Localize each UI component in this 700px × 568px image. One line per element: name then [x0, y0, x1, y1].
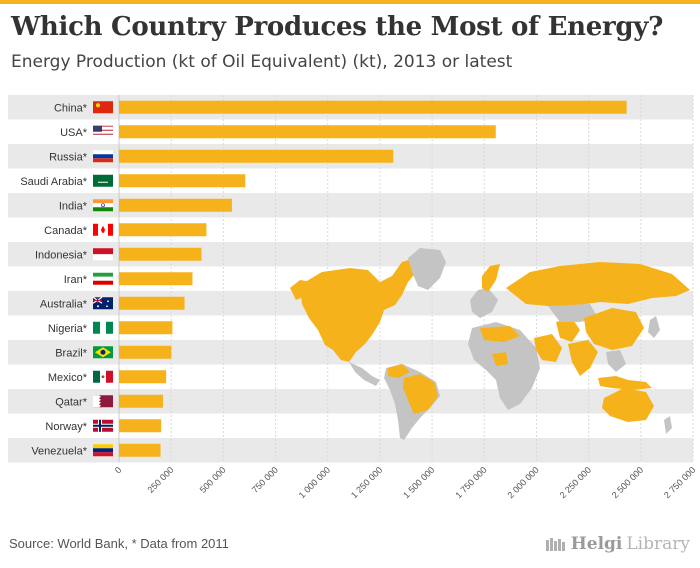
category-label: Russia*	[49, 151, 88, 163]
map-indonesia	[598, 376, 652, 390]
category-label: Iran*	[64, 274, 88, 286]
category-label: USA*	[60, 127, 88, 139]
flag-qatar-icon	[93, 395, 113, 408]
category-label: Saudi Arabia*	[20, 176, 87, 188]
source-note: Source: World Bank, * Data from 2011	[9, 536, 229, 551]
brand-logo: Helgi Library	[545, 534, 690, 554]
map-russia	[506, 262, 690, 306]
flag-norway-icon	[93, 419, 113, 432]
flag-australia-icon	[92, 296, 113, 310]
map-china	[584, 308, 644, 350]
bar	[119, 443, 161, 457]
x-tick-label: 1 250 000	[349, 465, 384, 500]
map-brazil	[403, 374, 438, 414]
category-label: China*	[54, 102, 88, 114]
bar	[119, 345, 172, 359]
bar	[119, 174, 246, 188]
category-label: Australia*	[40, 298, 88, 310]
brand-name-light: Library	[626, 534, 690, 554]
map-europe	[470, 288, 498, 318]
x-tick-label: 1 500 000	[401, 465, 436, 500]
bar	[119, 198, 232, 212]
map-india	[568, 340, 598, 376]
brand-name-bold: Helgi	[570, 534, 623, 554]
category-label: India*	[59, 200, 88, 212]
map-nigeria	[492, 352, 508, 366]
bar	[119, 100, 627, 114]
flag-iran-icon	[93, 272, 113, 285]
category-label: Qatar*	[55, 396, 88, 408]
map-japan	[648, 316, 660, 338]
flag-indonesia-icon	[93, 248, 113, 261]
category-label: Brazil*	[55, 347, 88, 359]
top-accent-bar	[0, 0, 700, 4]
chart-subtitle: Energy Production (kt of Oil Equivalent)…	[11, 52, 513, 72]
x-tick-label: 250 000	[146, 465, 176, 495]
bar	[119, 394, 164, 408]
bar	[119, 223, 207, 237]
x-tick-label: 500 000	[198, 465, 228, 495]
map-saudi-arabia	[534, 334, 562, 362]
flag-brazil-icon	[93, 346, 113, 359]
map-new-zealand	[664, 416, 672, 434]
bar	[119, 296, 185, 310]
x-tick-label: 2 000 000	[505, 465, 540, 500]
category-label: Canada*	[44, 225, 88, 237]
bar	[119, 321, 173, 335]
flag-nigeria-icon	[93, 321, 113, 334]
flag-india-icon	[93, 199, 113, 212]
map-norway	[482, 264, 500, 292]
world-map	[290, 248, 690, 440]
x-tick-label: 1 750 000	[453, 465, 488, 500]
bar	[119, 419, 162, 433]
category-label: Nigeria*	[48, 323, 88, 335]
category-label: Indonesia*	[35, 249, 88, 261]
x-tick-label: 750 000	[250, 465, 280, 495]
flag-saudi-arabia-icon	[93, 174, 113, 187]
category-label: Venezuela*	[31, 445, 87, 457]
chart-title: Which Country Produces the Most of Energ…	[11, 12, 664, 42]
map-australia	[602, 388, 654, 422]
category-label: Norway*	[45, 421, 87, 433]
map-central-america	[349, 362, 380, 386]
category-label: Mexico*	[48, 372, 88, 384]
map-algeria-libya	[480, 326, 520, 342]
map-greenland	[408, 248, 446, 290]
flag-canada-icon	[93, 223, 113, 236]
flag-usa-icon	[93, 125, 113, 137]
map-africa	[468, 322, 540, 410]
map-venezuela	[388, 364, 410, 378]
map-iran	[556, 318, 580, 342]
bar	[119, 125, 496, 139]
bar	[119, 272, 193, 286]
x-tick-label: 2 750 000	[662, 465, 697, 500]
x-tick-label: 2 500 000	[610, 465, 645, 500]
flag-venezuela-icon	[93, 444, 113, 457]
x-tick-label: 1 000 000	[297, 465, 332, 500]
map-alaska	[290, 280, 312, 300]
x-tick-label: 2 250 000	[558, 465, 593, 500]
library-logo-icon	[545, 538, 565, 551]
bar	[119, 247, 202, 261]
bar	[119, 370, 167, 384]
map-southeast-asia	[606, 350, 626, 372]
x-tick-label: 0	[113, 465, 124, 476]
flag-russia-icon	[93, 150, 113, 163]
flag-china-icon	[93, 101, 113, 114]
bar	[119, 149, 394, 163]
flag-mexico-icon	[93, 370, 113, 383]
map-north-america	[300, 258, 418, 362]
